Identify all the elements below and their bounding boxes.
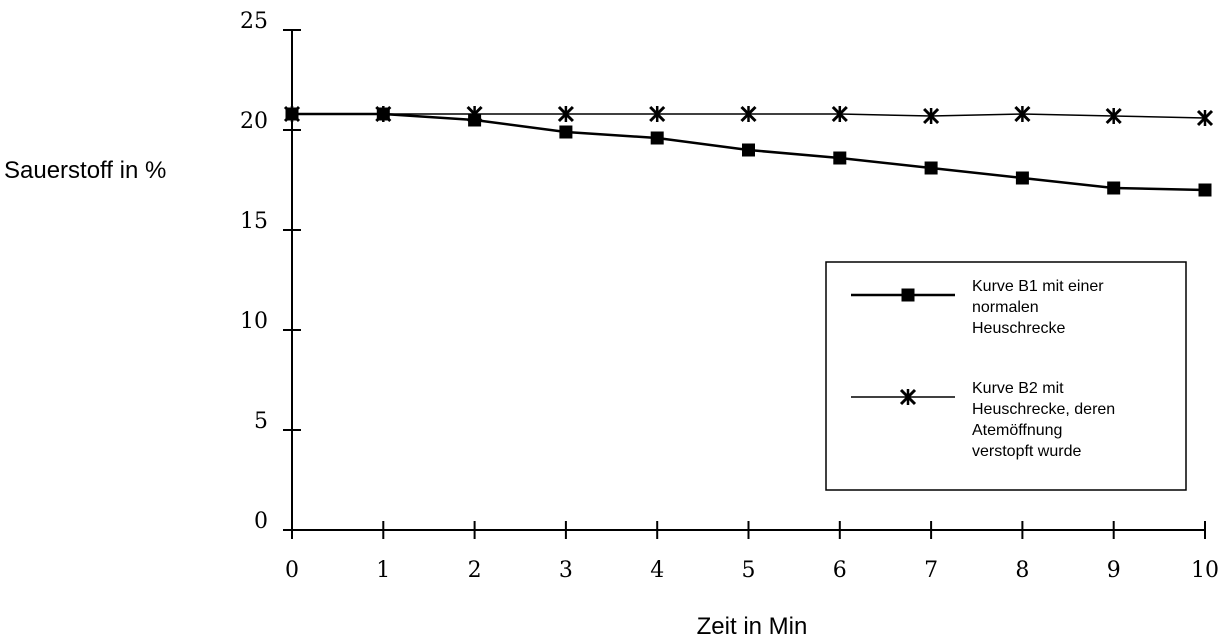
series-b2-point — [466, 105, 483, 123]
legend-label-b1: Kurve B1 mit einer normalen Heuschrecke — [972, 278, 1104, 337]
series-b2-point — [740, 105, 757, 123]
y-axis-title: Sauerstoff in % — [4, 157, 166, 184]
legend-label-line: Atemöffnung — [972, 422, 1062, 439]
series-b2-point — [923, 107, 940, 125]
legend-label-line: normalen — [972, 299, 1039, 316]
y-tick-label: 15 — [240, 209, 268, 234]
legend-marker-b2 — [899, 388, 917, 406]
series-b1-point — [924, 161, 938, 175]
series-b2-point — [649, 105, 666, 123]
x-tick-label: 10 — [1191, 558, 1219, 583]
legend-label-line: Heuschrecke — [972, 320, 1065, 337]
legend-label-line: verstopft wurde — [972, 443, 1081, 460]
series-b1-point — [1015, 171, 1029, 185]
legend: Kurve B1 mit einer normalen HeuschreckeKur… — [825, 261, 1187, 491]
series-b2-point — [1105, 107, 1122, 125]
y-tick-label: 20 — [240, 109, 268, 134]
series-b2-point — [1196, 109, 1214, 127]
x-tick-label: 8 — [1015, 558, 1029, 583]
y-tick-label: 5 — [254, 409, 268, 434]
legend-label-b2: Kurve B2 mit Heuschrecke, deren Atemöffnun… — [972, 380, 1115, 460]
x-tick-label: 7 — [924, 558, 938, 583]
x-tick-label: 4 — [650, 558, 664, 583]
series-b1-point — [833, 151, 847, 165]
legend-label-line: Kurve B2 mit — [972, 380, 1064, 397]
legend-label-line: Kurve B1 mit einer — [972, 278, 1104, 295]
x-tick-label: 9 — [1107, 558, 1121, 583]
series-b1-point — [650, 131, 664, 145]
series-b2-point — [375, 105, 392, 123]
x-tick-label: 0 — [285, 558, 299, 583]
x-tick-label: 6 — [833, 558, 847, 583]
x-tick-label: 3 — [559, 558, 573, 583]
legend-box — [825, 261, 1187, 491]
legend-marker-b1 — [901, 288, 915, 302]
x-ticks: 0 1 2 3 4 5 6 7 8 9 10 — [285, 521, 1219, 583]
series-b1-point — [1107, 181, 1121, 195]
series-b2-point — [1014, 105, 1031, 123]
y-tick-label: 0 — [254, 509, 268, 534]
series-b2-point — [557, 105, 574, 123]
series-b1-point — [1198, 183, 1212, 197]
series-b2-point — [831, 105, 848, 123]
y-tick-label: 25 — [240, 9, 268, 34]
series-b2 — [283, 105, 1214, 127]
y-tick-label: 10 — [240, 309, 268, 334]
x-tick-label: 2 — [468, 558, 482, 583]
x-tick-label: 1 — [376, 558, 390, 583]
y-ticks: 0 5 10 15 20 25 — [240, 9, 301, 534]
series-b1-point — [742, 143, 755, 157]
legend-label-line: Heuschrecke, deren — [972, 401, 1115, 418]
x-axis-title: Zeit in Min — [697, 613, 808, 640]
legend-item-b2: Kurve B2 mit Heuschrecke, deren Atemöffnun… — [851, 380, 1115, 460]
series-b2-point — [283, 105, 301, 123]
legend-item-b1: Kurve B1 mit einer normalen Heuschrecke — [851, 278, 1104, 337]
series-layer — [283, 105, 1214, 197]
series-b1-point — [559, 125, 573, 139]
x-tick-label: 5 — [742, 558, 756, 583]
